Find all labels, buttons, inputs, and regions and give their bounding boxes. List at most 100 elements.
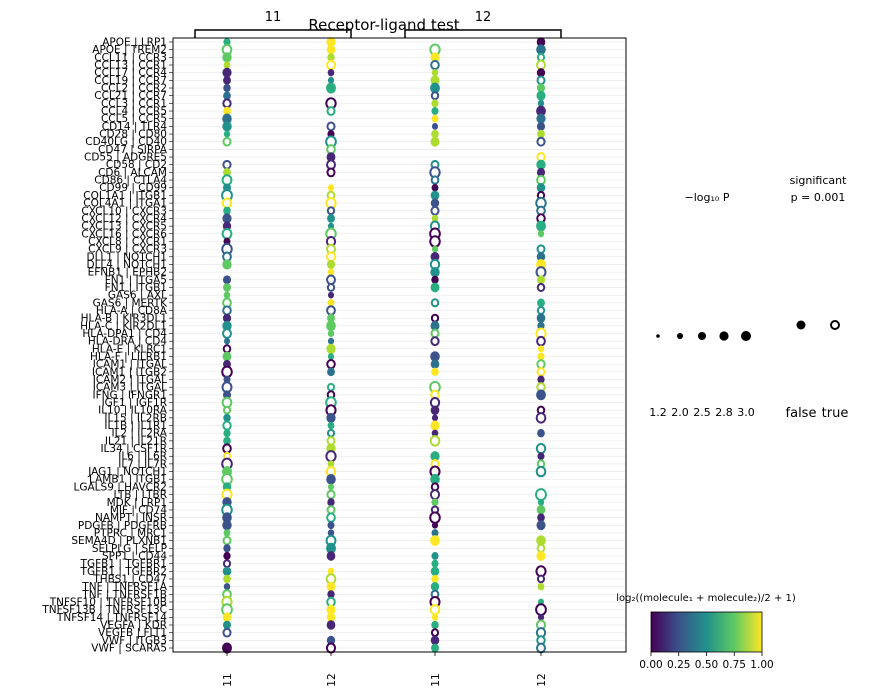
y-tick-label: CXCL16 | CXCR6 [81,228,167,240]
colorbar-tick-label: 0.25 [667,659,690,671]
data-dot [430,52,440,63]
data-dot [326,167,336,178]
data-dot [222,344,232,354]
data-dot [430,405,440,415]
data-dot [536,505,546,515]
data-dot [430,75,440,86]
y-tick-label: CCL11 | CCR3 [94,52,167,64]
y-tick-label: GAS6 | AXL [108,290,167,302]
data-dot [326,343,336,354]
data-dot [430,336,440,347]
data-dot [537,498,545,506]
significance-legend-subtitle: p = 0.001 [791,191,846,204]
data-dot [537,513,545,522]
data-dot [431,69,439,77]
data-dot [326,274,336,286]
y-tick-label: TGFB1 | TGFBR2 [80,566,167,578]
data-dot [223,206,231,215]
group-label: 12 [475,10,492,25]
data-dot [430,420,440,431]
group-bracket [404,29,562,38]
y-tick-label: SPP1 | CD44 [102,550,167,562]
significance-label-false: false [786,406,817,421]
y-tick-label: VWF | SCARA5 [91,643,167,655]
data-dot [431,620,439,630]
data-dot [326,106,336,116]
y-tick-label: THBS1 | CD47 [92,573,167,585]
data-dot [429,489,441,501]
data-dot [223,337,231,345]
data-dot [326,382,336,392]
data-dot [536,313,546,323]
chart-title: Receptor-ligand test [308,16,459,34]
data-dot [327,567,335,575]
size-legend-dot [719,331,729,341]
data-dot [327,184,335,192]
data-dot [327,337,335,345]
data-dot [430,205,440,216]
data-dot [326,206,336,216]
data-dot [326,512,336,523]
data-dot [222,67,232,78]
data-dot [325,642,337,654]
data-dot [327,483,335,491]
data-dot [223,83,231,93]
data-dot [223,130,231,138]
data-dot [430,351,440,362]
y-tick-label: IL15 | IL2RB [104,412,167,424]
y-tick-label: CD28 | CD80 [99,129,167,141]
y-tick-label: HLA-DRA | CD4 [88,336,167,348]
data-dot [325,450,337,463]
data-dot [327,268,335,276]
row-gridlines [174,41,625,649]
x-axis-labels: 11 12 11 12 [222,652,548,687]
data-dot [327,353,335,360]
data-dot [222,259,232,270]
data-dot [536,183,546,193]
data-dot [430,91,440,101]
data-dot [326,473,336,485]
data-dot [537,352,545,361]
data-dot [327,521,335,530]
y-tick-label: IFNG | IFNGR1 [93,389,167,401]
data-dot [431,107,439,115]
data-dot [223,544,231,553]
data-dot [327,214,335,223]
data-dot [536,159,546,170]
significance-label-true: true [822,406,849,421]
data-dot [222,328,232,339]
data-dot [222,313,232,323]
y-tick-label: TNFSF13B | TNFRSF13C [41,604,167,616]
data-dot [430,582,440,592]
data-dot [431,521,439,529]
size-legend-dot [741,331,751,341]
y-tick-label: CCL3 | CCR1 [101,98,167,110]
y-tick-label: CXCL10 | CXCR3 [81,205,167,217]
data-dot [223,436,231,446]
data-dot [536,642,546,654]
data-dot [223,76,231,85]
data-dot [536,359,546,370]
data-dot [223,61,231,69]
colorbar-tick-label: 0.75 [723,659,746,671]
data-dot [327,460,335,468]
y-tick-label: DLL1 | NOTCH1 [86,251,167,263]
data-dot [535,442,547,455]
data-dot [326,542,336,554]
y-tick-label: JAG1 | NOTCH1 [87,466,167,478]
data-dot [222,275,232,285]
data-dot [327,299,335,307]
y-tick-label: CCL21 | CCR7 [94,90,167,102]
y-tick-label: CD6 | ALCAM [98,167,167,179]
data-dot [327,498,335,507]
size-legend-label: 2.0 [671,406,689,419]
data-dot [221,227,233,240]
data-dot [431,275,439,284]
y-tick-label: TNFSF14 | TNFRSF14 [56,612,167,624]
size-legend-dot [677,333,683,339]
y-tick-label: LGALS9 | HAVCR2 [74,481,167,493]
data-dot [537,613,545,621]
y-tick-label: ICAM2 | ITGAL [93,374,167,386]
data-dot [536,335,546,347]
